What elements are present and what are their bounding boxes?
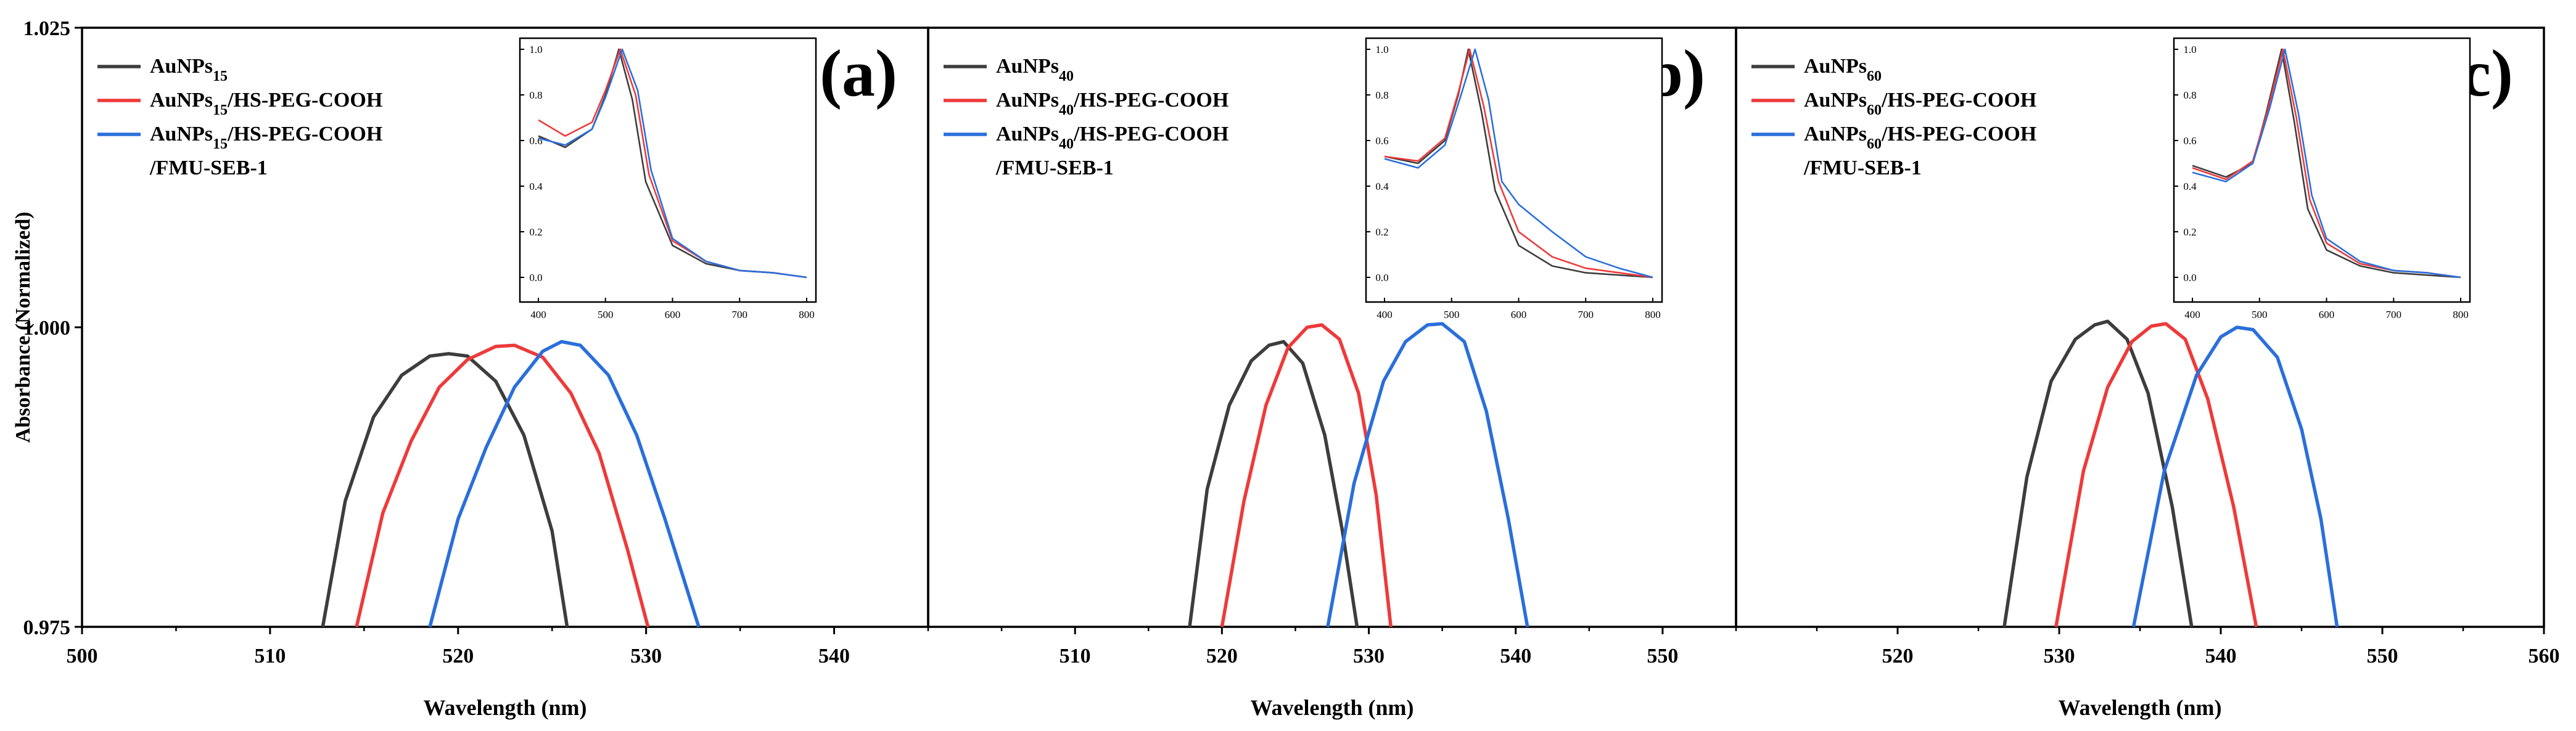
inset-y-tick-label: 1.0 <box>529 44 542 55</box>
inset-x-tick-label: 600 <box>1511 309 1527 321</box>
inset-x-tick-label: 800 <box>799 309 815 321</box>
inset-y-tick-label: 1.0 <box>1375 44 1388 55</box>
inset-x-tick-label: 400 <box>2184 309 2200 321</box>
inset-y-tick-label: 0.6 <box>1375 135 1388 147</box>
inset-y-tick-label: 0.2 <box>2183 226 2196 238</box>
legend-label: AuNPs15 <box>150 55 228 84</box>
series-line <box>2054 322 2258 627</box>
x-tick-label: 550 <box>2367 645 2398 668</box>
inset-x-tick-label: 500 <box>598 309 614 321</box>
series-line <box>1326 322 1529 627</box>
x-axis-label: Wavelength (nm) <box>1251 695 1414 720</box>
x-tick-label: 520 <box>1882 645 1914 668</box>
legend-label-cont: /FMU-SEB-1 <box>1803 157 1922 179</box>
series-line <box>355 343 650 627</box>
legend-label: AuNPs15/HS-PEG-COOH <box>150 123 382 152</box>
series-line <box>1220 323 1393 627</box>
inset-x-tick-label: 600 <box>2319 309 2335 321</box>
legend-label: AuNPs60/HS-PEG-COOH <box>1804 123 2036 152</box>
y-tick-label: 0.975 <box>23 616 71 639</box>
legend-label: AuNPs40/HS-PEG-COOH <box>996 89 1228 118</box>
inset-x-tick-label: 700 <box>1578 309 1594 321</box>
inset-frame <box>519 37 817 303</box>
x-tick-label: 550 <box>1647 645 1678 668</box>
x-tick-label: 530 <box>2044 645 2075 668</box>
inset-x-tick-label: 400 <box>530 309 546 321</box>
inset-x-tick-label: 800 <box>2453 309 2469 321</box>
x-tick-label: 530 <box>630 645 662 668</box>
x-axis-label: Wavelength (nm) <box>424 695 587 720</box>
series-line <box>428 340 701 627</box>
inset-frame <box>2173 37 2471 303</box>
inset-chart: 400 500 600 700 800 0.0 0.2 0.4 0.6 0.8 1.0 <box>1365 37 1663 321</box>
inset-frame <box>1365 37 1663 303</box>
y-axis-label: Absorbance (Normalized) <box>12 212 35 443</box>
legend-label: AuNPs40 <box>996 55 1074 84</box>
inset-y-tick-label: 0.4 <box>529 181 543 192</box>
x-tick-label: 540 <box>818 645 850 668</box>
inset-y-tick-label: 0.2 <box>1375 226 1388 238</box>
inset-x-tick-label: 500 <box>1444 309 1460 321</box>
x-tick-label: 560 <box>2529 645 2560 668</box>
y-tick-label: 1.025 <box>23 17 71 40</box>
y-tick-label: 1.000 <box>23 317 71 340</box>
series-line <box>1188 340 1359 627</box>
x-tick-label: 540 <box>1500 645 1531 668</box>
inset-y-tick-label: 0.0 <box>1375 272 1388 284</box>
inset-y-tick-label: 0.4 <box>1375 181 1389 192</box>
x-tick-label: 510 <box>1060 645 1091 668</box>
inset-x-tick-label: 700 <box>2386 309 2402 321</box>
series-line <box>321 352 569 627</box>
panel-label: (a) <box>820 37 897 110</box>
inset-series-line <box>1384 48 1653 279</box>
x-tick-label: 530 <box>1353 645 1385 668</box>
x-axis-label: Wavelength (nm) <box>2059 695 2222 720</box>
inset-x-tick-label: 400 <box>1376 309 1393 321</box>
series-line <box>2002 319 2194 627</box>
legend-label: AuNPs60/HS-PEG-COOH <box>1804 89 2036 118</box>
legend-label: AuNPs60 <box>1804 55 1882 84</box>
inset-series-line <box>1384 48 1653 279</box>
inset-series-line <box>1384 48 1653 279</box>
inset-y-tick-label: 0.2 <box>529 226 542 238</box>
inset-y-tick-label: 0.4 <box>2183 181 2197 192</box>
inset-x-tick-label: 600 <box>665 309 681 321</box>
inset-x-tick-label: 500 <box>2252 309 2268 321</box>
x-tick-label: 540 <box>2205 645 2237 668</box>
inset-y-tick-label: 0.0 <box>2183 272 2196 284</box>
inset-y-tick-label: 0.0 <box>529 272 542 284</box>
inset-x-tick-label: 700 <box>732 309 748 321</box>
x-tick-label: 500 <box>67 645 98 668</box>
legend-label: AuNPs15/HS-PEG-COOH <box>150 89 382 118</box>
x-tick-label: 520 <box>442 645 474 668</box>
inset-y-tick-label: 1.0 <box>2183 44 2196 55</box>
inset-chart: 400 500 600 700 800 0.0 0.2 0.4 0.6 0.8 1.0 <box>2173 37 2471 321</box>
series-line <box>2131 325 2339 627</box>
inset-y-tick-label: 0.8 <box>529 89 542 101</box>
x-tick-label: 520 <box>1206 645 1238 668</box>
inset-series-line <box>538 48 807 279</box>
inset-x-tick-label: 800 <box>1645 309 1661 321</box>
legend-label: AuNPs40/HS-PEG-COOH <box>996 123 1228 152</box>
inset-y-tick-label: 0.6 <box>2183 135 2196 147</box>
legend-label-cont: /FMU-SEB-1 <box>995 157 1114 179</box>
legend-label-cont: /FMU-SEB-1 <box>149 157 268 179</box>
inset-y-tick-label: 0.8 <box>2183 89 2196 101</box>
inset-series-line <box>2192 48 2461 279</box>
inset-y-tick-label: 0.8 <box>1375 89 1388 101</box>
x-tick-label: 510 <box>254 645 286 668</box>
panel-a: 500 510 520 530 540 Wavelength (nm) (a) AuNPs15… <box>67 27 929 720</box>
